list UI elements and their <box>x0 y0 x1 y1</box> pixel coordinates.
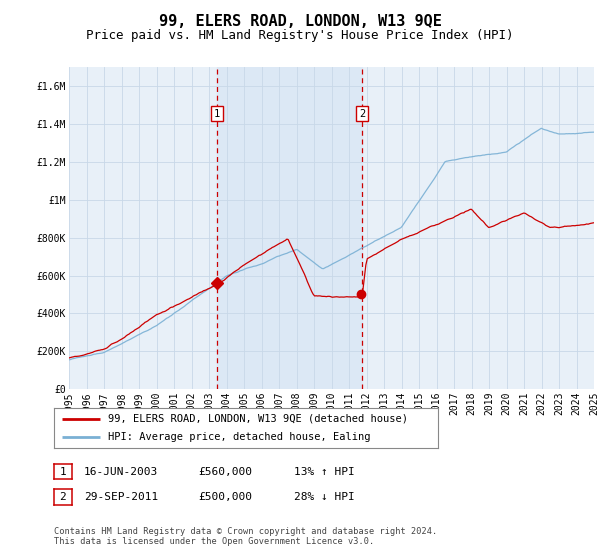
Text: 13% ↑ HPI: 13% ↑ HPI <box>294 466 355 477</box>
Text: HPI: Average price, detached house, Ealing: HPI: Average price, detached house, Eali… <box>108 432 370 442</box>
Text: 2: 2 <box>359 109 365 119</box>
Text: 29-SEP-2011: 29-SEP-2011 <box>84 492 158 502</box>
Bar <box>217 67 362 389</box>
Text: Price paid vs. HM Land Registry's House Price Index (HPI): Price paid vs. HM Land Registry's House … <box>86 29 514 42</box>
Text: Contains HM Land Registry data © Crown copyright and database right 2024.
This d: Contains HM Land Registry data © Crown c… <box>54 526 437 546</box>
Text: 2: 2 <box>59 492 67 502</box>
Text: £500,000: £500,000 <box>198 492 252 502</box>
Text: 99, ELERS ROAD, LONDON, W13 9QE (detached house): 99, ELERS ROAD, LONDON, W13 9QE (detache… <box>108 414 408 423</box>
Text: 99, ELERS ROAD, LONDON, W13 9QE: 99, ELERS ROAD, LONDON, W13 9QE <box>158 14 442 29</box>
Text: 28% ↓ HPI: 28% ↓ HPI <box>294 492 355 502</box>
Text: 1: 1 <box>214 109 220 119</box>
Text: 16-JUN-2003: 16-JUN-2003 <box>84 466 158 477</box>
Text: 1: 1 <box>59 466 67 477</box>
Text: £560,000: £560,000 <box>198 466 252 477</box>
